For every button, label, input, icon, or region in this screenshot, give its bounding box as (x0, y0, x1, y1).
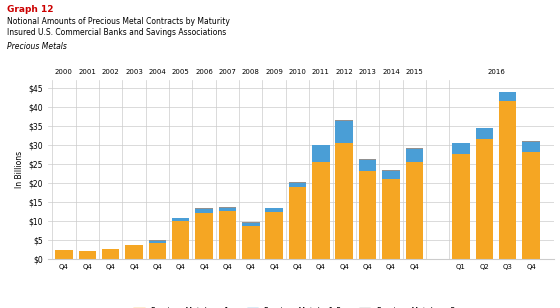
Bar (242, 222, 259, 223)
Bar (148, 243, 166, 259)
Bar (218, 207, 236, 208)
Bar (148, 241, 166, 243)
Bar (218, 208, 236, 211)
Bar (312, 145, 330, 162)
Bar (125, 245, 143, 259)
Bar (289, 187, 306, 259)
Bar (335, 121, 353, 143)
Bar (405, 149, 423, 162)
Bar (452, 154, 470, 259)
Bar (475, 128, 493, 139)
Bar (242, 226, 259, 259)
Bar (289, 183, 306, 187)
Bar (172, 221, 189, 259)
Bar (195, 209, 213, 213)
Bar (499, 92, 516, 101)
Bar (405, 162, 423, 259)
Bar (359, 171, 376, 259)
Bar (55, 250, 73, 259)
Bar (265, 208, 283, 212)
Bar (499, 101, 516, 259)
Bar (195, 213, 213, 259)
Bar (289, 182, 306, 183)
Bar (265, 212, 283, 259)
Bar (242, 223, 259, 226)
Bar (522, 142, 540, 152)
Y-axis label: In Billions: In Billions (15, 151, 24, 188)
Bar (452, 143, 470, 154)
Bar (522, 152, 540, 259)
Bar (335, 120, 353, 121)
Bar (382, 170, 400, 171)
Bar (522, 141, 540, 142)
Bar (382, 171, 400, 179)
Bar (78, 251, 96, 259)
Bar (195, 208, 213, 209)
Text: Precious Metals: Precious Metals (7, 42, 67, 51)
Bar (359, 159, 376, 160)
Bar (172, 218, 189, 221)
Bar (382, 179, 400, 259)
Bar (218, 211, 236, 259)
Bar (312, 162, 330, 259)
Text: Notional Amounts of Precious Metal Contracts by Maturity: Notional Amounts of Precious Metal Contr… (7, 17, 230, 26)
Bar (405, 148, 423, 149)
Bar (475, 139, 493, 259)
Bar (102, 249, 119, 259)
Legend: Precious Metals: < 1 yr, Precious Metals: 1-5 yr, Precious Metals: > 5 yrs: Precious Metals: < 1 yr, Precious Metals… (130, 304, 472, 308)
Text: Graph 12: Graph 12 (7, 5, 53, 14)
Bar (335, 143, 353, 259)
Bar (359, 160, 376, 171)
Text: Insured U.S. Commercial Banks and Savings Associations: Insured U.S. Commercial Banks and Saving… (7, 28, 226, 37)
